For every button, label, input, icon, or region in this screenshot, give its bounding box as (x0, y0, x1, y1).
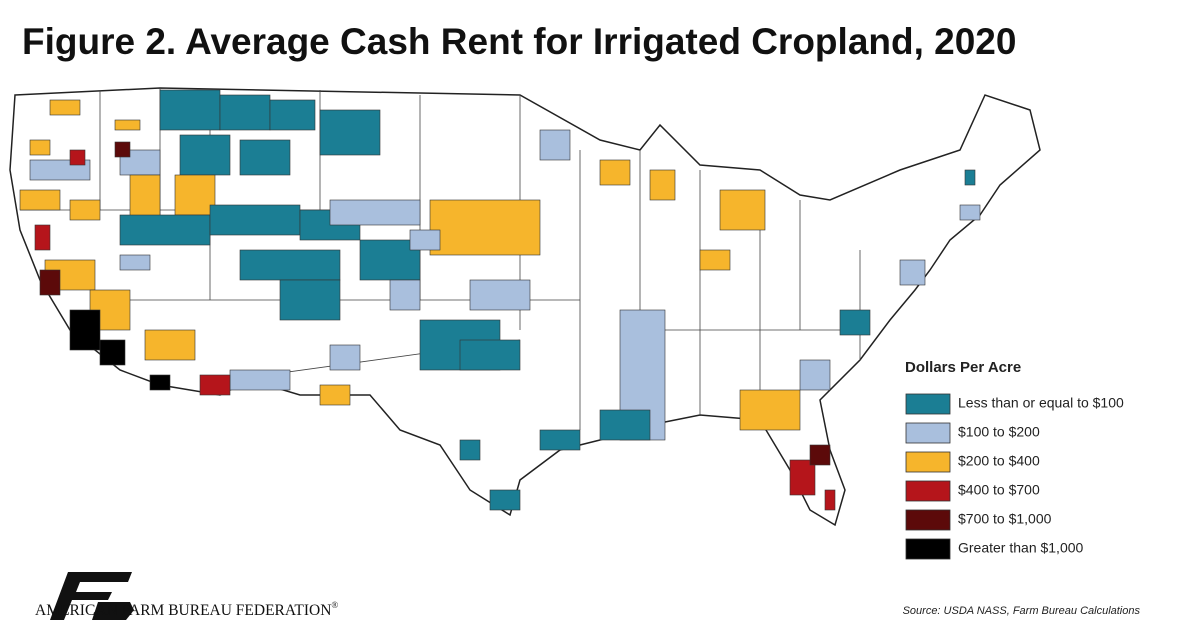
county-region (824, 489, 836, 511)
county-region (964, 169, 976, 186)
logo: AMERICAN FARM BUREAU FEDERATION® (35, 572, 338, 620)
legend-title: Dollars Per Acre (905, 359, 1021, 376)
county-region (49, 99, 81, 116)
county-region (69, 199, 101, 221)
county-region (119, 254, 151, 271)
legend-swatch (905, 393, 951, 415)
logo-mark (50, 572, 132, 620)
us-map (9, 87, 1041, 527)
legend-label: Less than or equal to $100 (958, 395, 1124, 411)
county-region (34, 224, 51, 251)
county-region (174, 174, 216, 216)
legend-label: $400 to $700 (958, 482, 1040, 498)
county-region (809, 444, 831, 466)
logo-mark-b (92, 602, 134, 620)
legend-label: $700 to $1,000 (958, 511, 1052, 527)
county-region (739, 389, 801, 431)
county-region (319, 384, 351, 406)
organization: AMERICAN FARM BUREAU FEDERATION® (35, 600, 338, 619)
county-region (69, 149, 86, 166)
county-region (114, 141, 131, 158)
county-region (149, 374, 171, 391)
legend-swatch (905, 422, 951, 444)
county-region (539, 429, 581, 451)
county-region (699, 249, 731, 271)
county-regions (19, 89, 981, 511)
county-region (469, 279, 531, 311)
county-region (489, 489, 521, 511)
county-region (719, 189, 766, 231)
county-region (599, 409, 651, 441)
county-region (429, 199, 541, 256)
county-region (129, 174, 161, 221)
legend-label: $200 to $400 (958, 453, 1040, 469)
county-region (239, 139, 291, 176)
county-region (119, 214, 211, 246)
county-region (69, 309, 101, 351)
county-region (789, 459, 816, 496)
county-region (459, 439, 481, 461)
county-region (839, 309, 871, 336)
county-region (39, 269, 61, 296)
county-region (209, 204, 301, 236)
county-region (29, 139, 51, 156)
county-region (459, 339, 521, 371)
county-region (329, 199, 421, 226)
county-region (229, 369, 291, 391)
county-region (19, 189, 61, 211)
county-region (329, 344, 361, 371)
legend-swatch (905, 509, 951, 531)
county-region (389, 279, 421, 311)
county-region (959, 204, 981, 221)
title: Figure 2. Average Cash Rent for Irrigate… (22, 21, 1016, 62)
county-region (99, 339, 126, 366)
county-region (279, 279, 341, 321)
county-region (799, 359, 831, 391)
legend-swatch (905, 451, 951, 473)
county-region (219, 94, 271, 131)
county-region (649, 169, 676, 201)
county-region (539, 129, 571, 161)
county-region (409, 229, 441, 251)
county-region (899, 259, 926, 286)
county-region (159, 89, 221, 131)
county-region (114, 119, 141, 131)
county-region (269, 99, 316, 131)
legend: Dollars Per Acre Less than or equal to $… (905, 359, 1124, 560)
legend-swatch (905, 480, 951, 502)
county-region (144, 329, 196, 361)
legend-swatch (905, 538, 951, 560)
county-region (319, 109, 381, 156)
legend-label: Greater than $1,000 (958, 540, 1084, 556)
source-note: Source: USDA NASS, Farm Bureau Calculati… (903, 605, 1141, 617)
legend-label: $100 to $200 (958, 424, 1040, 440)
county-region (179, 134, 231, 176)
county-region (199, 374, 231, 396)
county-region (239, 249, 341, 281)
county-region (599, 159, 631, 186)
